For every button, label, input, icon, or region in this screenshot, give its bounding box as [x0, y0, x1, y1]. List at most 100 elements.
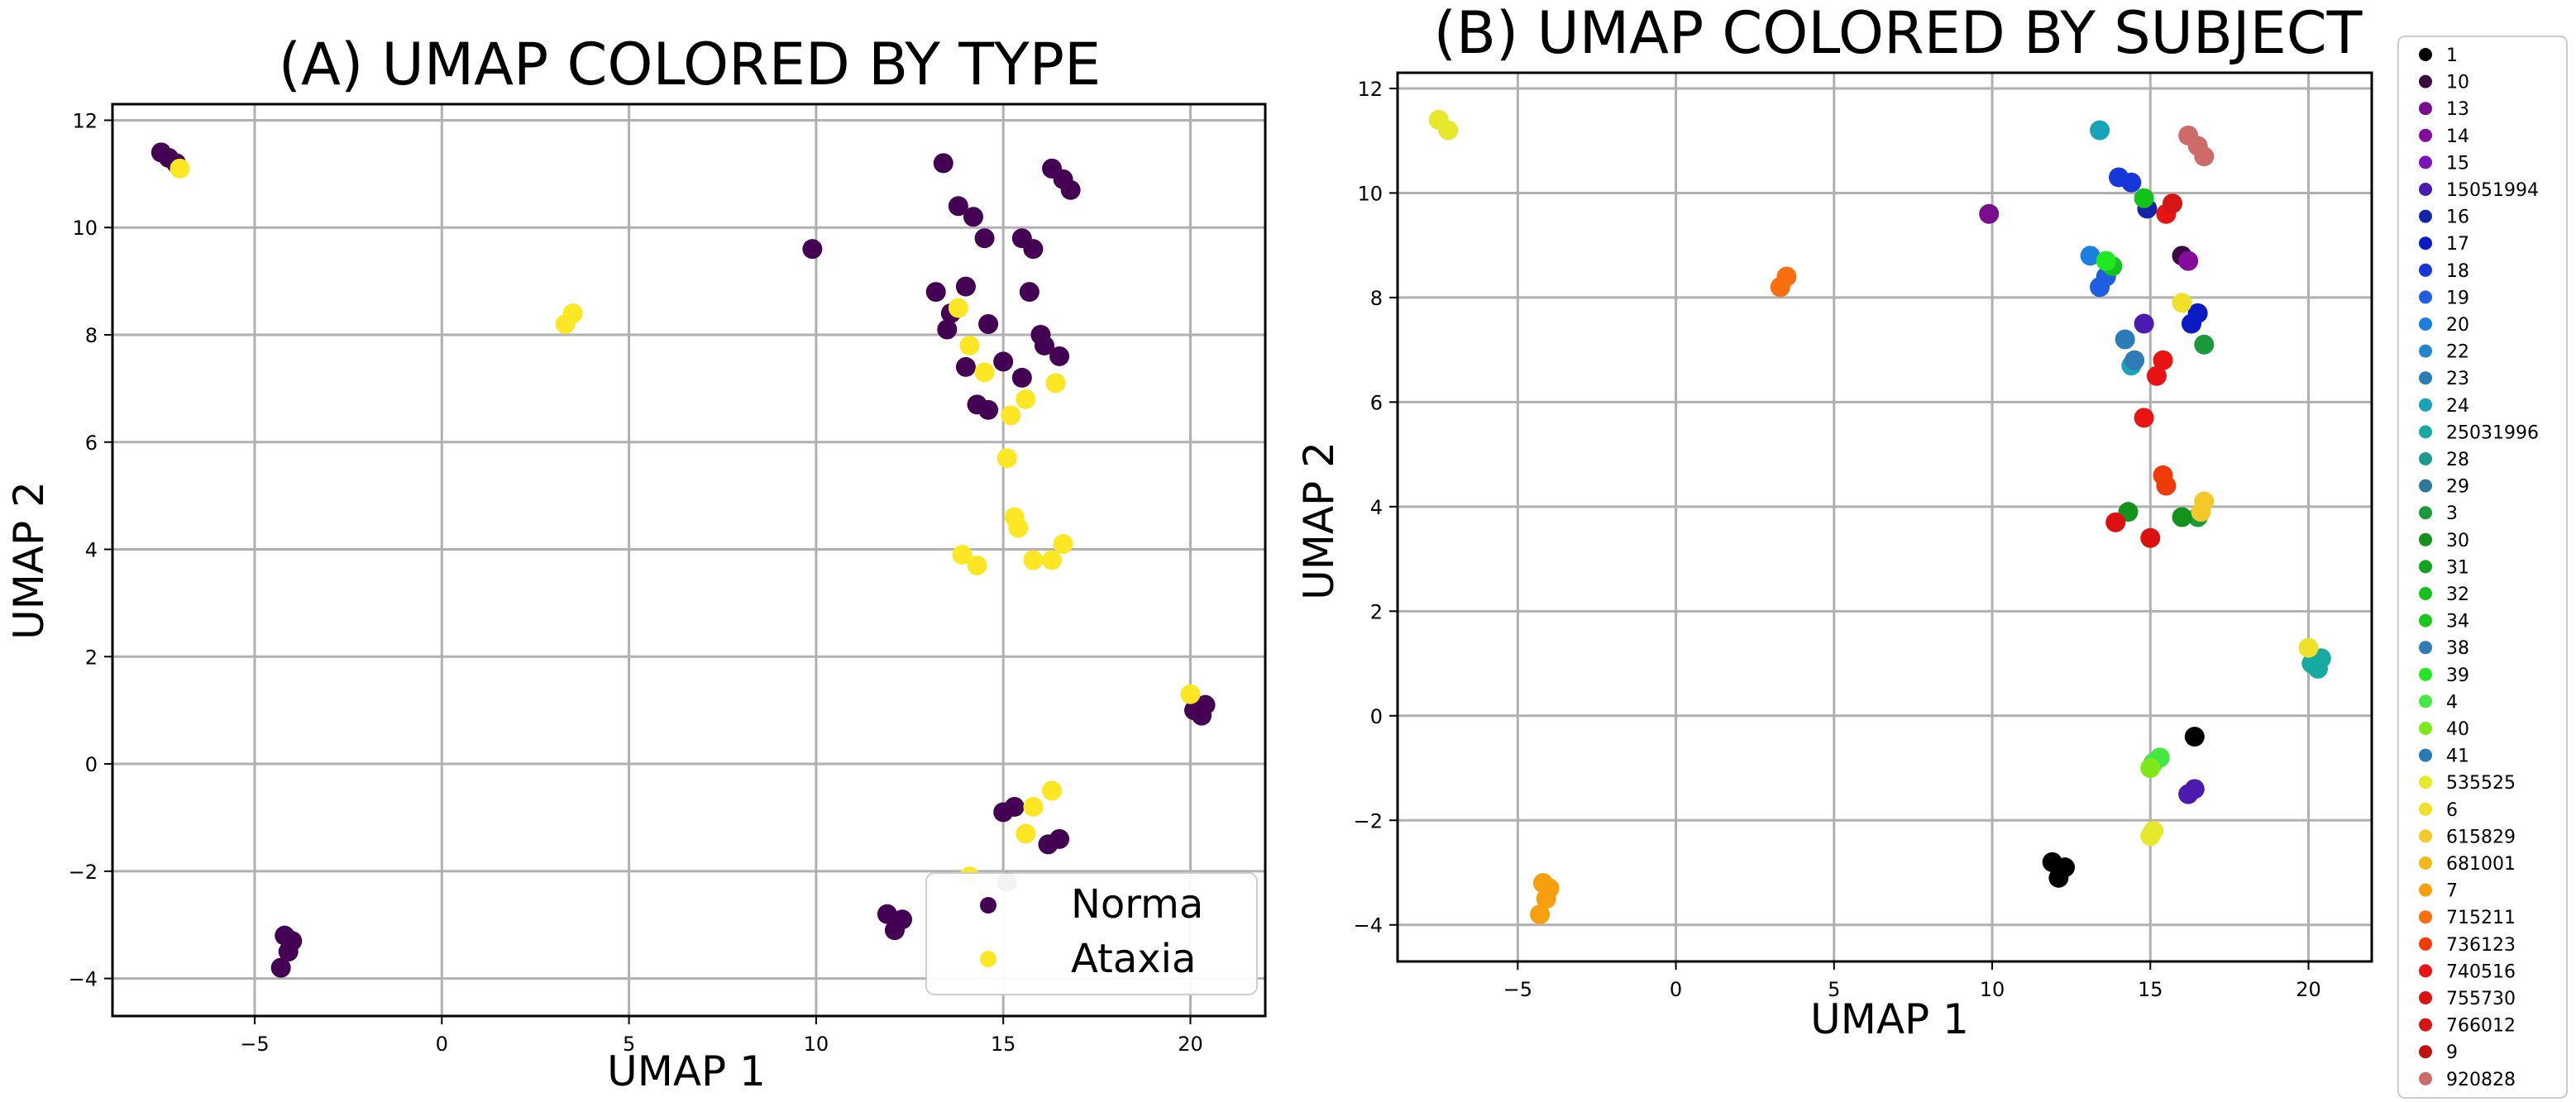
a-point-1-12 [967, 555, 987, 575]
b-point-23-0 [2096, 250, 2116, 271]
a-y-tick-label-4: 4 [85, 539, 98, 562]
b-legend-marker-8 [2419, 263, 2432, 277]
a-point-1-10 [1008, 518, 1029, 538]
a-point-0-40 [270, 957, 291, 978]
b-legend-label-28: 6 [2446, 800, 2458, 821]
a-point-0-28 [1004, 796, 1025, 817]
b-legend-label-16: 29 [2446, 477, 2469, 498]
b-legend-label-25: 40 [2446, 719, 2469, 740]
b-legend-label-29: 615829 [2446, 827, 2516, 847]
b-legend-marker-26 [2419, 748, 2432, 762]
panel-a-x-ticks: −5 0 5 10 15 20 [240, 1016, 1203, 1056]
b-y-tick-label-3: 2 [1370, 600, 1383, 623]
b-legend-marker-18 [2419, 532, 2432, 546]
b-x-tick-label-3: 10 [1980, 978, 2005, 1001]
b-legend-marker-1 [2419, 74, 2432, 88]
a-point-0-5 [948, 196, 968, 217]
a-point-1-17 [1023, 796, 1044, 817]
b-point-25-0 [2140, 758, 2161, 779]
b-point-22-0 [2124, 350, 2145, 370]
a-point-0-18 [993, 351, 1014, 372]
b-legend-marker-2 [2419, 102, 2432, 116]
b-legend-marker-36 [2419, 1018, 2432, 1032]
panel-b-axes-frame [1396, 71, 2373, 963]
b-legend-label-2: 13 [2446, 99, 2469, 120]
b-legend-marker-19 [2419, 560, 2432, 574]
a-point-0-33 [891, 909, 912, 930]
b-y-tick-label-8: 12 [1357, 78, 1383, 101]
b-point-7-1 [2187, 303, 2208, 323]
b-point-36-0 [2163, 193, 2183, 214]
a-point-1-14 [1042, 550, 1063, 570]
legend-ataxia-marker [980, 951, 996, 967]
a-y-tick-label-0: −4 [69, 968, 98, 991]
panel-a-y-label: UMAP 2 [5, 481, 53, 640]
a-point-0-6 [963, 207, 983, 227]
panel-a-title: (A) UMAP COLORED BY TYPE [279, 31, 1102, 98]
a-point-0-10 [955, 276, 976, 297]
a-point-0-37 [1192, 705, 1212, 726]
b-legend-marker-4 [2419, 155, 2432, 169]
panel-a-x-label: UMAP 1 [607, 1047, 766, 1095]
panel-a-grid [112, 104, 1265, 1016]
legend-ataxia-label: Ataxia [1071, 936, 1196, 982]
b-point-28-0 [2172, 293, 2192, 313]
b-legend-label-3: 14 [2446, 126, 2469, 147]
a-point-1-13 [1023, 550, 1044, 570]
a-point-0-17 [937, 319, 958, 340]
panel-b-legend-items: 1 10 13 14 15 15051994 16 17 18 19 20 22 23 24 2503199… [2419, 45, 2539, 1090]
a-point-0-31 [877, 904, 897, 924]
b-x-tick-label-4: 15 [2138, 978, 2163, 1001]
a-y-tick-label-5: 6 [85, 432, 98, 455]
b-legend-label-7: 17 [2446, 234, 2469, 255]
b-legend-marker-31 [2419, 883, 2432, 897]
b-point-0-2 [2055, 857, 2076, 878]
b-legend-label-32: 715211 [2446, 908, 2516, 928]
a-point-0-3 [802, 239, 823, 260]
b-legend-label-23: 39 [2446, 665, 2469, 686]
a-y-tick-label-8: 12 [72, 109, 98, 132]
panel-a-legend-box [925, 872, 1258, 995]
b-point-35-0 [2105, 512, 2126, 532]
b-legend-marker-25 [2419, 722, 2432, 735]
b-y-tick-label-0: −4 [1354, 914, 1383, 937]
b-legend-label-10: 20 [2446, 315, 2469, 336]
a-y-tick-label-1: −2 [69, 861, 98, 884]
a-point-1-21 [1180, 684, 1201, 704]
b-point-3-0 [2178, 250, 2199, 271]
b-point-35-1 [2140, 527, 2161, 548]
panel-a-points [151, 142, 1216, 978]
b-legend-marker-13 [2419, 398, 2432, 412]
b-y-tick-label-2: 0 [1370, 705, 1383, 728]
panel-b-x-ticks: −5 0 5 10 15 20 [1503, 961, 2321, 1001]
b-point-5-1 [2184, 779, 2205, 799]
b-legend-label-22: 38 [2446, 638, 2469, 659]
b-legend-label-14: 25031996 [2446, 422, 2539, 443]
a-point-0-7 [974, 228, 995, 249]
b-legend-label-15: 28 [2446, 450, 2469, 470]
a-point-1-0 [170, 158, 190, 179]
b-x-tick-label-0: −5 [1503, 978, 1532, 1001]
a-point-0-26 [1030, 324, 1051, 345]
b-legend-marker-7 [2419, 236, 2432, 250]
panel-b-legend: 1 10 13 14 15 15051994 16 17 18 19 20 22 23 24 2503199… [2397, 36, 2568, 1099]
b-y-tick-label-5: 6 [1370, 391, 1383, 414]
a-point-1-6 [1001, 405, 1021, 426]
b-legend-label-18: 30 [2446, 531, 2469, 551]
a-y-tick-label-7: 10 [72, 217, 98, 240]
a-point-0-24 [978, 399, 999, 420]
a-point-1-18 [1042, 780, 1063, 801]
b-legend-marker-32 [2419, 910, 2432, 924]
a-y-tick-label-3: 2 [85, 646, 98, 669]
b-legend-label-9: 19 [2446, 288, 2469, 308]
a-point-0-16 [1060, 179, 1081, 200]
a-x-tick-label-5: 20 [1178, 1033, 1203, 1056]
b-legend-marker-30 [2419, 856, 2432, 870]
a-point-1-19 [1016, 823, 1036, 844]
b-y-tick-label-4: 4 [1370, 496, 1383, 519]
b-legend-marker-35 [2419, 991, 2432, 1004]
b-legend-label-34: 740516 [2446, 961, 2516, 982]
b-legend-label-27: 535525 [2446, 773, 2516, 794]
b-y-tick-label-6: 8 [1370, 287, 1383, 310]
b-point-12-0 [2115, 329, 2135, 350]
